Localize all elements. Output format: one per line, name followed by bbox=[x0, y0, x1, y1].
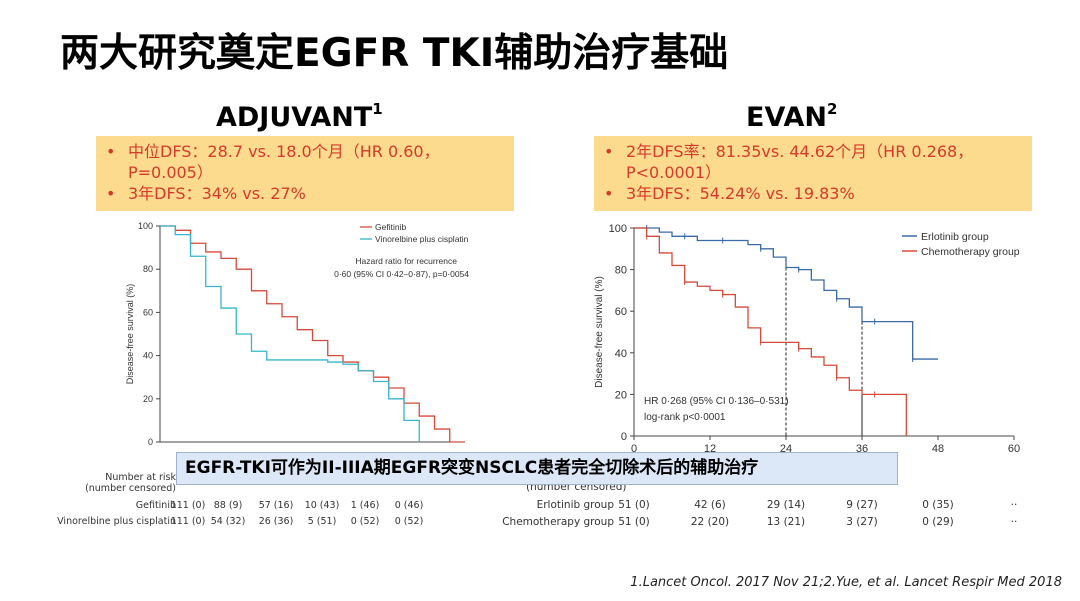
conclusion-banner: EGFR-TKI可作为II-IIIA期EGFR突变NSCLC患者完全切除术后的辅… bbox=[176, 452, 898, 485]
right-risk-cell: 0 (35) bbox=[922, 499, 954, 511]
right-risk-row-name-2: Chemotherapy group bbox=[502, 516, 614, 528]
right-risk-cell: 51 (0) bbox=[618, 499, 650, 511]
right-risk-cell: 13 (21) bbox=[766, 516, 806, 528]
left-risk-cell: 111 (0) bbox=[170, 516, 206, 527]
left-risk-cell: 88 (9) bbox=[213, 500, 243, 511]
left-risk-cell: 10 (43) bbox=[304, 500, 340, 511]
right-risk-cell: ·· bbox=[1010, 516, 1018, 528]
x-tick-label: 60 bbox=[1008, 443, 1020, 455]
y-axis-label: Disease-free survival (%) bbox=[125, 284, 135, 385]
left-risk-cell: 1 (46) bbox=[350, 500, 380, 511]
y-tick-label: 20 bbox=[615, 389, 627, 401]
right-bullet-1-line2: P<0.0001） bbox=[626, 163, 722, 182]
left-highlight-box: • 中位DFS：28.7 vs. 18.0个月（HR 0.60， P=0.005）… bbox=[96, 136, 514, 211]
km-curve-gefitinib bbox=[160, 225, 465, 443]
left-risk-row-name-2: Vinorelbine plus cisplatin bbox=[57, 516, 176, 527]
y-tick-label: 60 bbox=[143, 307, 153, 317]
hr-annotation-line1: HR 0·268 (95% CI 0·136–0·531) bbox=[644, 396, 789, 407]
right-study-sup: 2 bbox=[827, 100, 838, 118]
y-tick-label: 100 bbox=[609, 223, 627, 235]
left-risk-cell: 26 (36) bbox=[258, 516, 294, 527]
right-risk-cell: 9 (27) bbox=[846, 499, 878, 511]
reference-text: 1.Lancet Oncol. 2017 Nov 21;2.Yue, et al… bbox=[630, 575, 1062, 590]
km-curve-erlotinib-group bbox=[634, 227, 938, 360]
right-risk-cell: 42 (6) bbox=[694, 499, 726, 511]
left-risk-header: Number at risk (number censored) bbox=[56, 472, 176, 494]
left-study-name: ADJUVANT bbox=[216, 102, 373, 133]
left-risk-cell: 0 (52) bbox=[394, 516, 424, 527]
left-risk-cell: 57 (16) bbox=[258, 500, 294, 511]
x-tick-label: 0 bbox=[631, 443, 637, 455]
y-tick-label: 20 bbox=[143, 394, 153, 404]
y-tick-label: 60 bbox=[615, 306, 627, 318]
left-risk-cell: 54 (32) bbox=[210, 516, 246, 527]
left-risk-cell: 0 (52) bbox=[350, 516, 380, 527]
bullet-dot: • bbox=[604, 184, 614, 203]
left-bullet-1-line1: 中位DFS：28.7 vs. 18.0个月（HR 0.60， bbox=[128, 142, 440, 161]
hr-annotation-line1: Hazard ratio for recurrence bbox=[355, 256, 457, 266]
legend-label: Vinorelbine plus cisplatin bbox=[375, 234, 469, 244]
right-study-name: EVAN bbox=[746, 102, 827, 133]
left-bullet-1-line2: P=0.005） bbox=[128, 163, 213, 182]
left-study-sup: 1 bbox=[372, 100, 383, 118]
y-tick-label: 80 bbox=[615, 265, 627, 277]
legend-label: Gefitinib bbox=[375, 222, 406, 232]
right-risk-cell: 29 (14) bbox=[766, 499, 806, 511]
legend-label: Erlotinib group bbox=[921, 231, 989, 243]
left-risk-cell: 0 (46) bbox=[394, 500, 424, 511]
right-risk-cell: 51 (0) bbox=[618, 516, 650, 528]
left-risk-header-line2: (number censored) bbox=[85, 483, 176, 494]
left-risk-cell: 111 (0) bbox=[170, 500, 206, 511]
page-title: 两大研究奠定EGFR TKI辅助治疗基础 bbox=[60, 31, 729, 76]
right-risk-cell: ·· bbox=[1010, 499, 1018, 511]
right-bullet-1-line1: 2年DFS率：81.35vs. 44.62个月（HR 0.268， bbox=[626, 142, 974, 161]
x-tick-label: 48 bbox=[932, 443, 944, 455]
y-tick-label: 40 bbox=[615, 348, 627, 360]
y-axis-label: Disease-free survival (%) bbox=[594, 276, 605, 388]
hr-annotation-line2: log-rank p<0·0001 bbox=[644, 412, 726, 423]
bullet-dot: • bbox=[106, 142, 116, 161]
y-tick-label: 0 bbox=[148, 437, 153, 447]
adjuvant-km-chart: 0 20 40 60 80 100 Disease-free survival (%) Gef… bbox=[125, 221, 469, 447]
y-tick-label: 80 bbox=[143, 264, 153, 274]
left-risk-header-line1: Number at risk bbox=[105, 472, 176, 483]
right-risk-cell: 22 (20) bbox=[690, 516, 730, 528]
right-risk-row-name-1: Erlotinib group bbox=[536, 499, 614, 511]
km-curve-chemotherapy-group bbox=[634, 227, 907, 436]
hr-annotation-line2: 0·60 (95% CI 0·42–0·87), p=0·0054 bbox=[334, 269, 469, 279]
right-highlight-box: • 2年DFS率：81.35vs. 44.62个月（HR 0.268， P<0.0… bbox=[594, 136, 1032, 211]
y-tick-label: 40 bbox=[143, 351, 153, 361]
bullet-dot: • bbox=[604, 142, 614, 161]
legend-label: Chemotherapy group bbox=[921, 246, 1020, 258]
bullet-dot: • bbox=[106, 184, 116, 203]
right-bullet-2-line1: 3年DFS：54.24% vs. 19.83% bbox=[626, 184, 855, 203]
right-risk-cell: 0 (29) bbox=[922, 516, 954, 528]
right-study-title: EVAN2 bbox=[746, 100, 838, 133]
y-tick-label: 0 bbox=[621, 431, 627, 443]
right-risk-cell: 3 (27) bbox=[846, 516, 878, 528]
left-risk-cell: 5 (51) bbox=[307, 516, 337, 527]
y-tick-label: 100 bbox=[138, 221, 153, 231]
km-curve-vinorelbine-plus-cisplatin bbox=[160, 225, 420, 442]
left-bullet-2-line1: 3年DFS：34% vs. 27% bbox=[128, 184, 306, 203]
left-risk-row-name-1: Gefitinib bbox=[135, 500, 176, 511]
left-study-title: ADJUVANT1 bbox=[216, 100, 383, 133]
